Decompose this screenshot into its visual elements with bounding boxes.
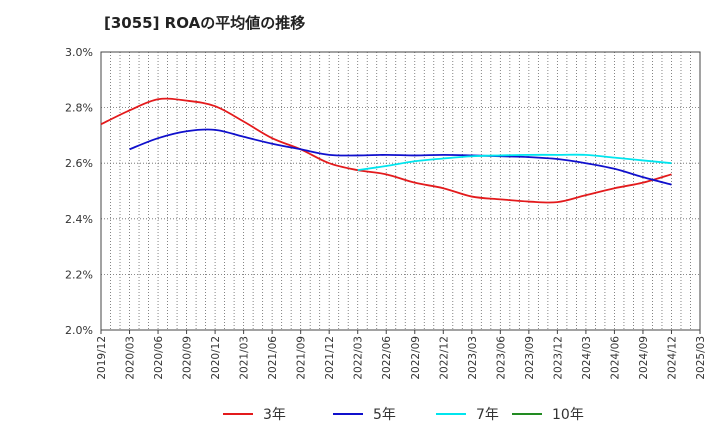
x-tick-label: 2024/03	[581, 336, 593, 380]
x-tick-label: 2024/12	[666, 336, 678, 380]
series-line-2	[357, 153, 672, 172]
y-tick-label: 2.0%	[65, 324, 93, 337]
x-tick-label: 2024/09	[638, 336, 650, 380]
x-tick-label: 2022/09	[410, 336, 422, 380]
y-tick-label: 3.0%	[65, 46, 93, 59]
x-tick-label: 2021/06	[267, 336, 279, 380]
x-tick-label: 2022/06	[381, 336, 393, 380]
legend-label: 5年	[373, 407, 396, 423]
x-tick-label: 2023/09	[524, 336, 536, 380]
series-line-1	[129, 128, 672, 186]
x-tick-label: 2024/06	[609, 336, 621, 380]
x-tick-label: 2021/03	[239, 336, 251, 380]
x-tick-label: 2023/03	[467, 336, 479, 380]
plot-frame	[100, 51, 701, 331]
x-tick-label: 2020/12	[210, 336, 222, 380]
legend-label: 10年	[552, 407, 584, 423]
chart-title: [3055] ROAの平均値の推移	[104, 14, 306, 32]
legend-label: 7年	[476, 407, 499, 423]
x-tick-label: 2021/12	[324, 336, 336, 380]
x-tick-label: 2022/12	[438, 336, 450, 380]
x-tick-label: 2019/12	[96, 336, 108, 380]
x-tick-label: 2020/06	[153, 336, 165, 380]
series-line-0	[100, 97, 672, 204]
legend-label: 3年	[263, 407, 286, 423]
x-tick-label: 2023/06	[495, 336, 507, 380]
y-tick-label: 2.6%	[65, 157, 93, 170]
y-tick-label: 2.8%	[65, 102, 93, 115]
x-tick-label: 2025/03	[695, 336, 707, 380]
y-tick-label: 2.4%	[65, 213, 93, 226]
x-tick-label: 2022/03	[353, 336, 365, 380]
x-tick-label: 2020/09	[182, 336, 194, 380]
x-tick-label: 2021/09	[296, 336, 308, 380]
y-tick-label: 2.2%	[65, 268, 93, 281]
x-tick-label: 2020/03	[125, 336, 137, 380]
x-tick-label: 2023/12	[552, 336, 564, 380]
